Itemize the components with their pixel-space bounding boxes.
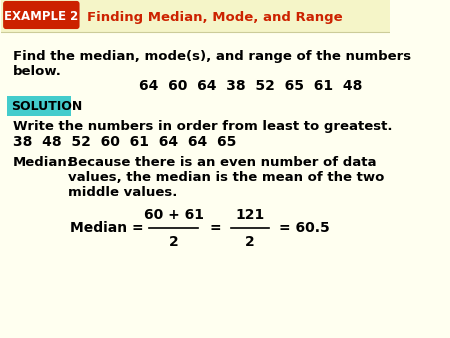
FancyBboxPatch shape xyxy=(1,0,390,32)
Text: Median:: Median: xyxy=(13,156,73,169)
Text: =: = xyxy=(210,221,221,235)
Text: 2: 2 xyxy=(169,235,179,249)
Text: Find the median, mode(s), and range of the numbers: Find the median, mode(s), and range of t… xyxy=(13,50,411,63)
FancyBboxPatch shape xyxy=(7,96,71,116)
Text: 38  48  52  60  61  64  64  65: 38 48 52 60 61 64 64 65 xyxy=(13,135,236,149)
Text: values, the median is the mean of the two: values, the median is the mean of the tw… xyxy=(68,171,384,184)
Text: 2: 2 xyxy=(245,235,255,249)
Text: middle values.: middle values. xyxy=(68,186,177,199)
FancyBboxPatch shape xyxy=(4,2,78,28)
Text: = 60.5: = 60.5 xyxy=(279,221,330,235)
Text: Finding Median, Mode, and Range: Finding Median, Mode, and Range xyxy=(87,10,343,24)
Text: Median =: Median = xyxy=(70,221,144,235)
Text: Because there is an even number of data: Because there is an even number of data xyxy=(68,156,377,169)
Text: below.: below. xyxy=(13,65,62,78)
Text: 60 + 61: 60 + 61 xyxy=(144,208,203,222)
Text: SOLUTION: SOLUTION xyxy=(11,100,82,114)
Text: Write the numbers in order from least to greatest.: Write the numbers in order from least to… xyxy=(13,120,392,133)
Text: 121: 121 xyxy=(235,208,264,222)
Text: 64  60  64  38  52  65  61  48: 64 60 64 38 52 65 61 48 xyxy=(139,79,362,93)
Text: EXAMPLE 2: EXAMPLE 2 xyxy=(4,10,78,24)
